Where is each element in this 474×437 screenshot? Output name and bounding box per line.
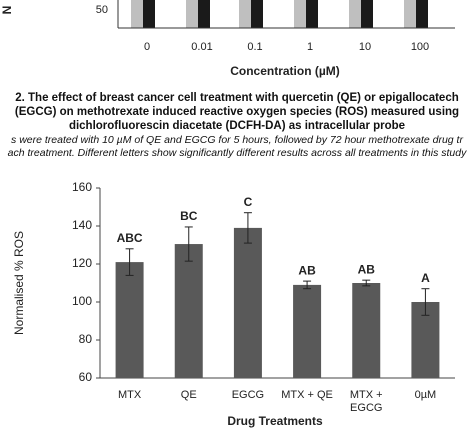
bar <box>233 227 262 378</box>
top-x-label: Concentration (µM) <box>230 64 340 78</box>
x-tick-label: MTX <box>117 389 142 401</box>
significance-letter: AB <box>358 262 376 276</box>
x-tick-label: EGCG <box>231 389 265 401</box>
y-tick-label: 160 <box>72 180 92 194</box>
y-tick-label: 140 <box>72 218 92 232</box>
significance-letter: BC <box>180 209 198 223</box>
top-x-tick-label: 10 <box>359 41 371 53</box>
y-axis-label: Normalised % ROS <box>12 231 26 335</box>
error-bar <box>125 248 134 276</box>
error-bar <box>243 212 252 244</box>
y-tick-label: 120 <box>72 256 92 270</box>
y-tick-label: 80 <box>79 332 93 346</box>
x-axis-label: Drug Treatments <box>227 414 323 428</box>
significance-letter: A <box>421 271 430 285</box>
bar <box>115 262 144 378</box>
caption-title: (EGCG) on methotrexate induced reactive … <box>14 106 460 118</box>
top-y-tick-label: 50 <box>96 4 108 16</box>
y-tick-label: 60 <box>79 370 93 384</box>
error-bar <box>184 226 193 262</box>
top-x-tick-label: 1 <box>307 41 313 53</box>
caption-note: ach treatment. Different letters show si… <box>7 147 467 159</box>
significance-letter: C <box>244 195 253 209</box>
top-categories: 0 0.01 0.1 1 10 100 <box>144 41 429 53</box>
top-x-tick-label: 0.01 <box>191 41 212 53</box>
error-bar <box>421 288 430 316</box>
top-x-tick-label: 100 <box>411 41 429 53</box>
significance-letter: ABC <box>117 231 143 245</box>
significance-letter: AB <box>298 263 316 277</box>
chart: 60 80 100 120 140 160 ABC BC C AB AB A <box>72 180 455 384</box>
x-tick-label: 0µM <box>414 389 437 401</box>
y-tick-label: 100 <box>72 294 92 308</box>
bar <box>352 283 381 378</box>
caption-note: s were treated with 10 µM of QE and EGCG… <box>11 134 463 146</box>
x-tick-label: MTX + EGCG <box>349 389 383 414</box>
error-bar <box>362 279 371 287</box>
bar <box>293 284 322 378</box>
top-x-tick-label: 0.1 <box>247 41 262 53</box>
x-tick-label: QE <box>180 389 197 401</box>
top-x-tick-label: 0 <box>144 41 150 53</box>
x-tick-label: MTX + QE <box>281 389 333 401</box>
top-y-label: N <box>0 6 14 15</box>
caption-title: 2. The effect of breast cancer cell trea… <box>15 92 459 104</box>
caption-title: dichlorofluorescin diacetate (DCFH-DA) a… <box>68 120 406 132</box>
error-bar <box>303 280 312 290</box>
top-bars <box>117 0 455 29</box>
bar <box>174 244 203 378</box>
